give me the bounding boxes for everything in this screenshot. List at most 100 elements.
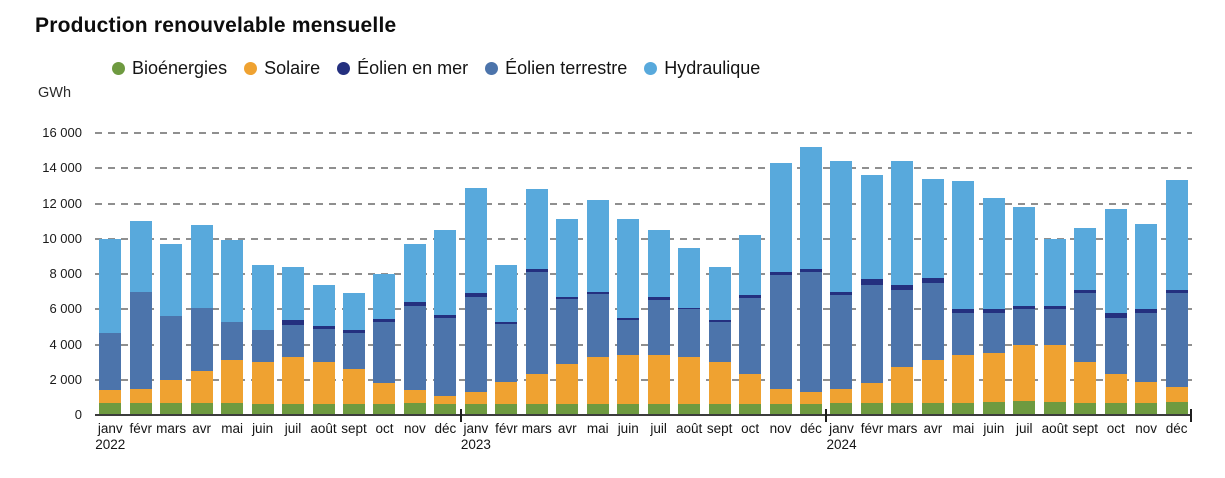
bar-segment-solaire — [739, 374, 762, 404]
legend-item-eolien_terrestre[interactable]: Éolien terrestre — [485, 58, 627, 79]
bar-déc-2022[interactable] — [434, 229, 457, 415]
bar-segment-eolien_en_mer — [860, 279, 883, 285]
bar-segment-solaire — [1165, 386, 1188, 402]
bar-segment-eolien_terrestre — [312, 328, 335, 363]
bar-segment-hydraulique — [403, 244, 426, 303]
bar-segment-bioenergies — [251, 404, 274, 415]
bar-segment-eolien_en_mer — [708, 319, 731, 323]
legend-dot-icon — [112, 62, 125, 75]
bar-segment-solaire — [221, 360, 244, 403]
legend-item-bioenergies[interactable]: Bioénergies — [112, 58, 227, 79]
bar-août-2024[interactable] — [1043, 238, 1066, 415]
bar-sept-2022[interactable] — [342, 293, 365, 415]
bar-segment-solaire — [1013, 344, 1036, 401]
bar-segment-eolien_terrestre — [830, 295, 853, 389]
bar-segment-eolien_terrestre — [678, 309, 701, 357]
bar-segment-solaire — [891, 367, 914, 403]
bar-janv-2023[interactable] — [464, 187, 487, 415]
bar-slot — [1100, 133, 1130, 415]
bar-segment-hydraulique — [1074, 228, 1097, 290]
bar-avr-2024[interactable] — [921, 178, 944, 415]
bar-segment-eolien_terrestre — [921, 282, 944, 361]
x-tick-label: oct — [741, 421, 760, 436]
bar-sept-2024[interactable] — [1074, 228, 1097, 415]
bar-segment-eolien_terrestre — [282, 325, 305, 357]
bar-nov-2023[interactable] — [769, 163, 792, 415]
bar-slot — [948, 133, 978, 415]
bar-segment-hydraulique — [434, 229, 457, 315]
bar-juin-2023[interactable] — [617, 219, 640, 415]
bar-déc-2024[interactable] — [1165, 179, 1188, 415]
bar-oct-2022[interactable] — [373, 274, 396, 415]
bar-oct-2024[interactable] — [1104, 208, 1127, 415]
bar-janv-2024[interactable] — [830, 161, 853, 415]
bar-segment-solaire — [282, 356, 305, 405]
bar-slot — [1131, 133, 1161, 415]
x-tick-label: déc — [1165, 421, 1188, 436]
bar-juin-2022[interactable] — [251, 265, 274, 415]
bar-août-2023[interactable] — [678, 247, 701, 415]
bar-mai-2022[interactable] — [221, 239, 244, 415]
bar-segment-hydraulique — [647, 229, 670, 297]
bar-févr-2023[interactable] — [495, 265, 518, 415]
bar-segment-bioenergies — [464, 403, 487, 415]
bar-segment-eolien_en_mer — [952, 309, 975, 313]
bar-segment-solaire — [403, 390, 426, 403]
bar-segment-eolien_terrestre — [495, 324, 518, 382]
legend-item-solaire[interactable]: Solaire — [244, 58, 320, 79]
bar-segment-eolien_terrestre — [1135, 312, 1158, 382]
bar-segment-bioenergies — [830, 402, 853, 415]
bar-segment-hydraulique — [708, 266, 731, 320]
bar-mars-2024[interactable] — [891, 161, 914, 415]
legend-item-hydraulique[interactable]: Hydraulique — [644, 58, 760, 79]
legend: Bioénergies Solaire Éolien en mer Éolien te… — [112, 58, 760, 79]
bar-nov-2024[interactable] — [1135, 223, 1158, 415]
bar-janv-2022[interactable] — [99, 238, 122, 415]
x-tick-label: déc — [434, 421, 457, 436]
bar-segment-hydraulique — [921, 178, 944, 278]
bar-mars-2022[interactable] — [160, 244, 183, 415]
year-label: 2022 — [95, 437, 126, 452]
bar-segment-bioenergies — [556, 403, 579, 415]
x-tick-label: sept — [341, 421, 367, 436]
bar-juin-2024[interactable] — [982, 198, 1005, 415]
bar-mai-2024[interactable] — [952, 180, 975, 415]
bar-segment-bioenergies — [1043, 401, 1066, 415]
gridline — [95, 378, 1192, 381]
bar-avr-2022[interactable] — [190, 224, 213, 415]
bar-avr-2023[interactable] — [556, 219, 579, 415]
bar-segment-eolien_terrestre — [739, 297, 762, 375]
year-label: 2024 — [826, 437, 857, 452]
bar-segment-bioenergies — [891, 402, 914, 415]
bar-segment-eolien_terrestre — [952, 312, 975, 356]
bar-févr-2024[interactable] — [860, 175, 883, 415]
y-tick-label: 10 000 — [42, 230, 82, 246]
legend-label: Bioénergies — [132, 58, 228, 78]
bar-segment-bioenergies — [982, 401, 1005, 415]
x-tick-label: mai — [952, 421, 975, 436]
bar-déc-2023[interactable] — [800, 147, 823, 415]
x-tick-label: juil — [650, 421, 667, 436]
bar-juil-2023[interactable] — [647, 229, 670, 415]
bar-segment-eolien_terrestre — [586, 294, 609, 357]
bar-nov-2022[interactable] — [403, 244, 426, 415]
bar-segment-hydraulique — [1135, 223, 1158, 310]
bar-sept-2023[interactable] — [708, 266, 731, 415]
bar-juil-2022[interactable] — [282, 266, 305, 415]
bar-segment-eolien_en_mer — [312, 326, 335, 329]
bar-août-2022[interactable] — [312, 284, 335, 415]
bar-segment-solaire — [952, 355, 975, 403]
bar-segment-hydraulique — [251, 265, 274, 330]
bar-segment-bioenergies — [921, 402, 944, 415]
x-axis-line — [95, 414, 1192, 416]
bar-oct-2023[interactable] — [739, 235, 762, 415]
bar-juil-2024[interactable] — [1013, 207, 1036, 415]
bar-févr-2022[interactable] — [129, 221, 152, 415]
x-tick-label: sept — [706, 421, 733, 436]
bar-segment-bioenergies — [403, 402, 426, 415]
bar-segment-eolien_en_mer — [1135, 309, 1158, 313]
legend-item-eolien_en_mer[interactable]: Éolien en mer — [337, 58, 468, 79]
bar-mars-2023[interactable] — [525, 189, 548, 415]
bar-segment-solaire — [586, 356, 609, 404]
bar-mai-2023[interactable] — [586, 200, 609, 415]
